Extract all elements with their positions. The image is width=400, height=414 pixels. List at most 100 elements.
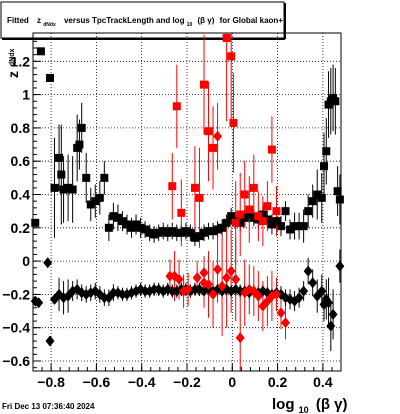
y-axis: −0.6 −0.4 −0.2 0 0.2 0.4 0.6 0.8 1 1.2 (2, 40, 41, 369)
data-point-square (91, 197, 100, 206)
data-point-square (36, 47, 45, 56)
x-tick-label: −0.2 (173, 374, 201, 390)
data-point-square (113, 213, 122, 222)
data-point-square (64, 183, 73, 192)
data-point-square (45, 73, 54, 82)
x-tick-label: −0.8 (37, 374, 65, 390)
y-tick-label: 0.8 (11, 120, 31, 136)
data-point-square (57, 170, 66, 179)
data-point-square (254, 212, 263, 221)
y-tick-label: 0.2 (11, 220, 31, 236)
data-point-square (199, 228, 208, 237)
data-point-diamond (335, 260, 345, 272)
data-point-diamond (324, 297, 334, 309)
data-point-square (331, 97, 340, 106)
data-point-square (100, 173, 109, 182)
data-point-square (186, 228, 195, 237)
y-tick-label: 1.2 (11, 53, 31, 69)
data-point-square (308, 197, 317, 206)
data-point-diamond (213, 263, 223, 275)
data-point-square (299, 222, 308, 231)
data-point-square (75, 140, 84, 149)
data-point-square (31, 218, 40, 227)
data-point-diamond (99, 292, 109, 304)
data-point-diamond (174, 273, 184, 285)
data-point-square (209, 143, 218, 152)
data-point-square (258, 210, 267, 219)
data-point-diamond (43, 257, 53, 269)
data-point-square (204, 127, 213, 136)
data-point-diamond (294, 292, 304, 304)
data-point-diamond (249, 285, 259, 297)
data-point-square (141, 225, 150, 234)
data-point-square (55, 153, 64, 162)
data-point-square (168, 227, 177, 236)
x-tick-label: 0.2 (268, 374, 288, 390)
data-point-square (50, 183, 59, 192)
footer-timestamp: Fri Dec 13 07:36:40 2024 (2, 402, 95, 411)
y-tick-label: 0.6 (11, 153, 31, 169)
data-point-diamond (34, 297, 44, 309)
data-point-diamond (281, 317, 291, 329)
data-point-square (231, 218, 240, 227)
data-point-square (267, 145, 276, 154)
data-point-square (190, 183, 199, 192)
data-point-square (213, 225, 222, 234)
data-point-square (77, 123, 86, 132)
data-point-square (229, 118, 238, 127)
x-tick-label: 0 (228, 374, 236, 390)
data-point-square (145, 228, 154, 237)
data-point-square (68, 185, 77, 194)
chart-title: Fitted z dNdx versus TpcTrackLength and … (7, 16, 283, 28)
data-point-diamond (167, 285, 177, 297)
data-point-square (181, 227, 190, 236)
data-point-diamond (217, 280, 227, 292)
data-point-square (136, 223, 145, 232)
y-tick-label: 0.4 (11, 187, 31, 203)
data-point-square (122, 220, 131, 229)
data-point-square (150, 230, 159, 239)
data-point-diamond (253, 290, 263, 302)
data-point-square (218, 223, 227, 232)
data-point-diamond (213, 130, 223, 142)
data-point-diamond (226, 265, 236, 277)
data-point-square (227, 52, 236, 61)
y-tick-label: −0.4 (2, 320, 30, 336)
data-point-square (127, 223, 136, 232)
data-point-square (159, 227, 168, 236)
data-point-square (163, 228, 172, 237)
data-point-square (222, 218, 231, 227)
data-point-square (249, 213, 258, 222)
x-tick-label: 0.4 (313, 374, 333, 390)
data-point-square (132, 220, 141, 229)
data-point-square (172, 102, 181, 111)
data-point-square (245, 210, 254, 219)
data-point-square (313, 190, 322, 199)
data-point-diamond (231, 273, 241, 285)
data-point-diamond (190, 283, 200, 295)
data-point-square (82, 173, 91, 182)
data-point-square (335, 195, 344, 204)
data-point-square (276, 222, 285, 231)
data-point-square (272, 207, 281, 216)
data-point-square (195, 193, 204, 202)
data-point-square (168, 182, 177, 191)
data-point-square (263, 202, 272, 211)
data-point-diamond (59, 292, 69, 304)
data-point-square (320, 162, 329, 171)
y-tick-label: −0.6 (2, 353, 30, 369)
data-point-square (109, 212, 118, 221)
data-point-square (317, 193, 326, 202)
data-point-square (104, 223, 113, 232)
data-point-square (177, 208, 186, 217)
data-point-diamond (326, 320, 336, 332)
x-tick-label: −0.4 (128, 374, 156, 390)
data-point-square (240, 213, 249, 222)
y-tick-label: −0.2 (2, 286, 30, 302)
y-tick-label: 0 (22, 253, 30, 269)
data-point-square (236, 210, 245, 219)
data-point-square (190, 233, 199, 242)
data-point-square (272, 217, 281, 226)
x-axis-title: log 10 (β γ) (272, 396, 348, 414)
